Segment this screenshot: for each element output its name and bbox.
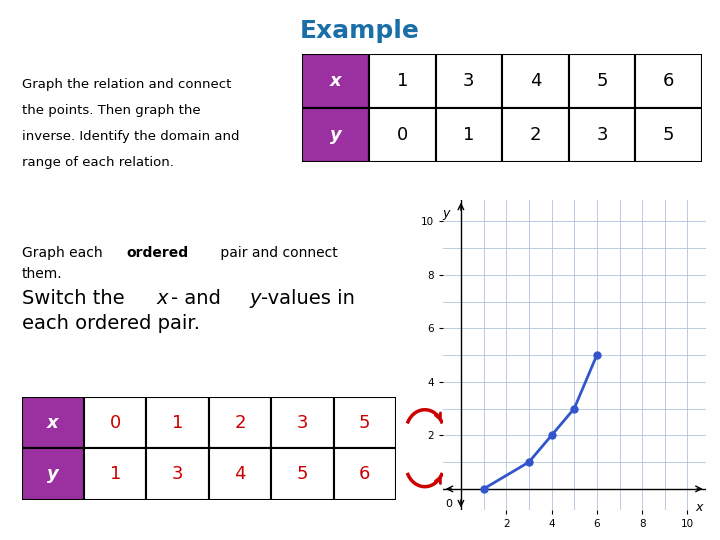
Bar: [209, 397, 271, 448]
Bar: [84, 397, 146, 448]
Text: 5: 5: [297, 465, 308, 483]
Text: 0: 0: [445, 498, 452, 509]
Bar: [333, 397, 396, 448]
Text: x: x: [47, 414, 58, 431]
Bar: [84, 448, 146, 500]
Text: x: x: [330, 72, 341, 90]
Text: inverse. Identify the domain and: inverse. Identify the domain and: [22, 130, 239, 143]
Text: -values in: -values in: [261, 289, 354, 308]
Text: pair and connect: pair and connect: [216, 246, 338, 260]
Text: 0: 0: [397, 126, 408, 144]
Bar: [369, 54, 436, 108]
Bar: [503, 108, 569, 162]
Text: x: x: [157, 289, 168, 308]
Bar: [271, 448, 333, 500]
Text: 6: 6: [663, 72, 675, 90]
Text: 2: 2: [530, 126, 541, 144]
Text: 1: 1: [397, 72, 408, 90]
Point: [523, 458, 535, 467]
Text: y: y: [330, 126, 341, 144]
Text: Switch the: Switch the: [22, 289, 130, 308]
Bar: [436, 108, 503, 162]
Bar: [369, 108, 436, 162]
Text: x: x: [695, 501, 703, 514]
Text: 5: 5: [596, 72, 608, 90]
Text: range of each relation.: range of each relation.: [22, 156, 174, 169]
Text: 6: 6: [359, 465, 371, 483]
Bar: [146, 397, 209, 448]
Text: 1: 1: [109, 465, 121, 483]
Point: [478, 484, 490, 493]
Text: 4: 4: [234, 465, 246, 483]
Text: ordered: ordered: [126, 246, 188, 260]
Text: y: y: [443, 207, 450, 220]
Text: 3: 3: [463, 72, 474, 90]
Text: Example: Example: [300, 19, 420, 43]
Text: 3: 3: [297, 414, 308, 431]
Bar: [302, 108, 369, 162]
Bar: [436, 54, 503, 108]
Bar: [209, 448, 271, 500]
Bar: [569, 108, 636, 162]
Text: 2: 2: [234, 414, 246, 431]
Bar: [22, 397, 84, 448]
Bar: [569, 54, 636, 108]
Text: the points. Then graph the: the points. Then graph the: [22, 104, 200, 117]
Bar: [503, 54, 569, 108]
Bar: [333, 448, 396, 500]
Bar: [22, 448, 84, 500]
Bar: [146, 448, 209, 500]
Text: 0: 0: [109, 414, 121, 431]
Text: them.: them.: [22, 267, 62, 281]
Text: Graph the relation and connect: Graph the relation and connect: [22, 78, 231, 91]
Text: 3: 3: [596, 126, 608, 144]
Bar: [271, 397, 333, 448]
Text: 4: 4: [530, 72, 541, 90]
Text: 3: 3: [172, 465, 184, 483]
Text: 5: 5: [663, 126, 675, 144]
Point: [546, 431, 557, 440]
Text: Graph each: Graph each: [22, 246, 107, 260]
Text: 1: 1: [172, 414, 184, 431]
Text: each ordered pair.: each ordered pair.: [22, 314, 199, 333]
Text: 5: 5: [359, 414, 371, 431]
Text: y: y: [47, 465, 58, 483]
Text: 1: 1: [463, 126, 474, 144]
Text: - and: - and: [171, 289, 228, 308]
Point: [591, 351, 603, 360]
Text: y: y: [249, 289, 261, 308]
Bar: [302, 54, 369, 108]
Bar: [636, 108, 702, 162]
Bar: [636, 54, 702, 108]
Point: [569, 404, 580, 413]
